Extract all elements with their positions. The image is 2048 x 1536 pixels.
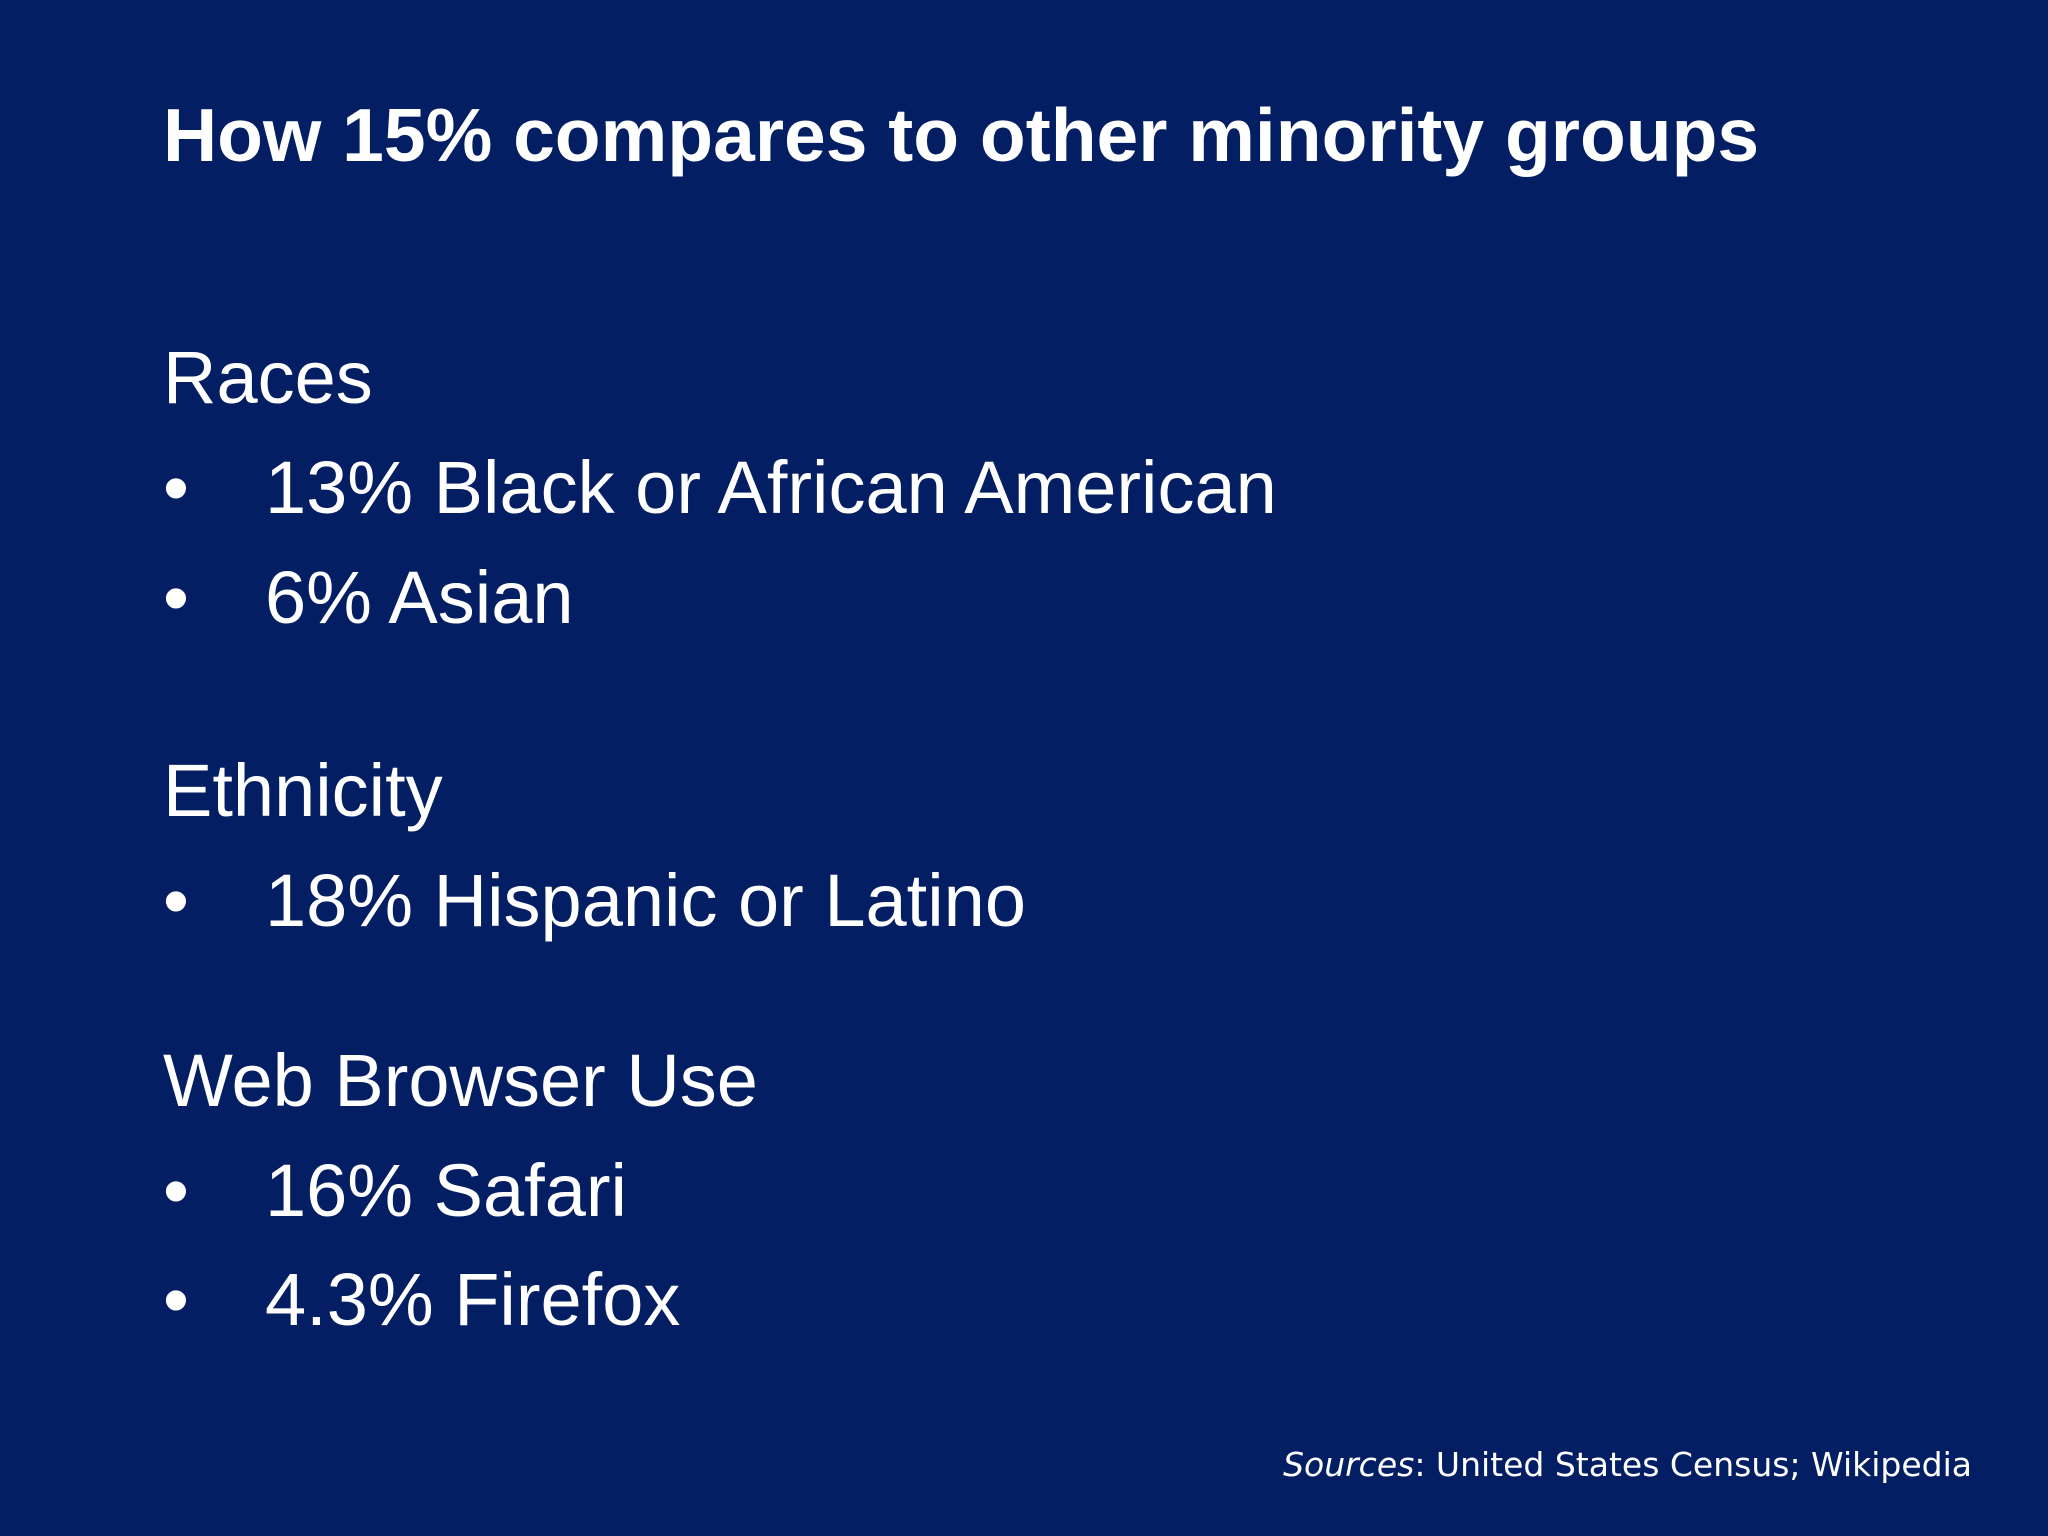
sources-footnote: Sources: United States Census; Wikipedia bbox=[1283, 1443, 1972, 1487]
section-heading-ethnicity: Ethnicity bbox=[163, 749, 443, 832]
sources-text: : United States Census; Wikipedia bbox=[1414, 1445, 1972, 1484]
bullet-icon: • bbox=[163, 859, 189, 942]
slide-title: How 15% compares to other minority group… bbox=[163, 93, 1760, 177]
section-heading-races: Races bbox=[163, 336, 373, 419]
list-item-text: 18% Hispanic or Latino bbox=[265, 859, 1026, 942]
list-item-text: 6% Asian bbox=[265, 556, 574, 639]
section-heading-web-browser-use: Web Browser Use bbox=[163, 1039, 758, 1122]
bullet-icon: • bbox=[163, 446, 189, 529]
bullet-icon: • bbox=[163, 556, 189, 639]
list-item-text: 13% Black or African American bbox=[265, 446, 1277, 529]
sources-label: Sources bbox=[1283, 1445, 1415, 1484]
bullet-icon: • bbox=[163, 1258, 189, 1341]
list-item-text: 16% Safari bbox=[265, 1149, 627, 1232]
bullet-icon: • bbox=[163, 1149, 189, 1232]
list-item-text: 4.3% Firefox bbox=[265, 1258, 681, 1341]
